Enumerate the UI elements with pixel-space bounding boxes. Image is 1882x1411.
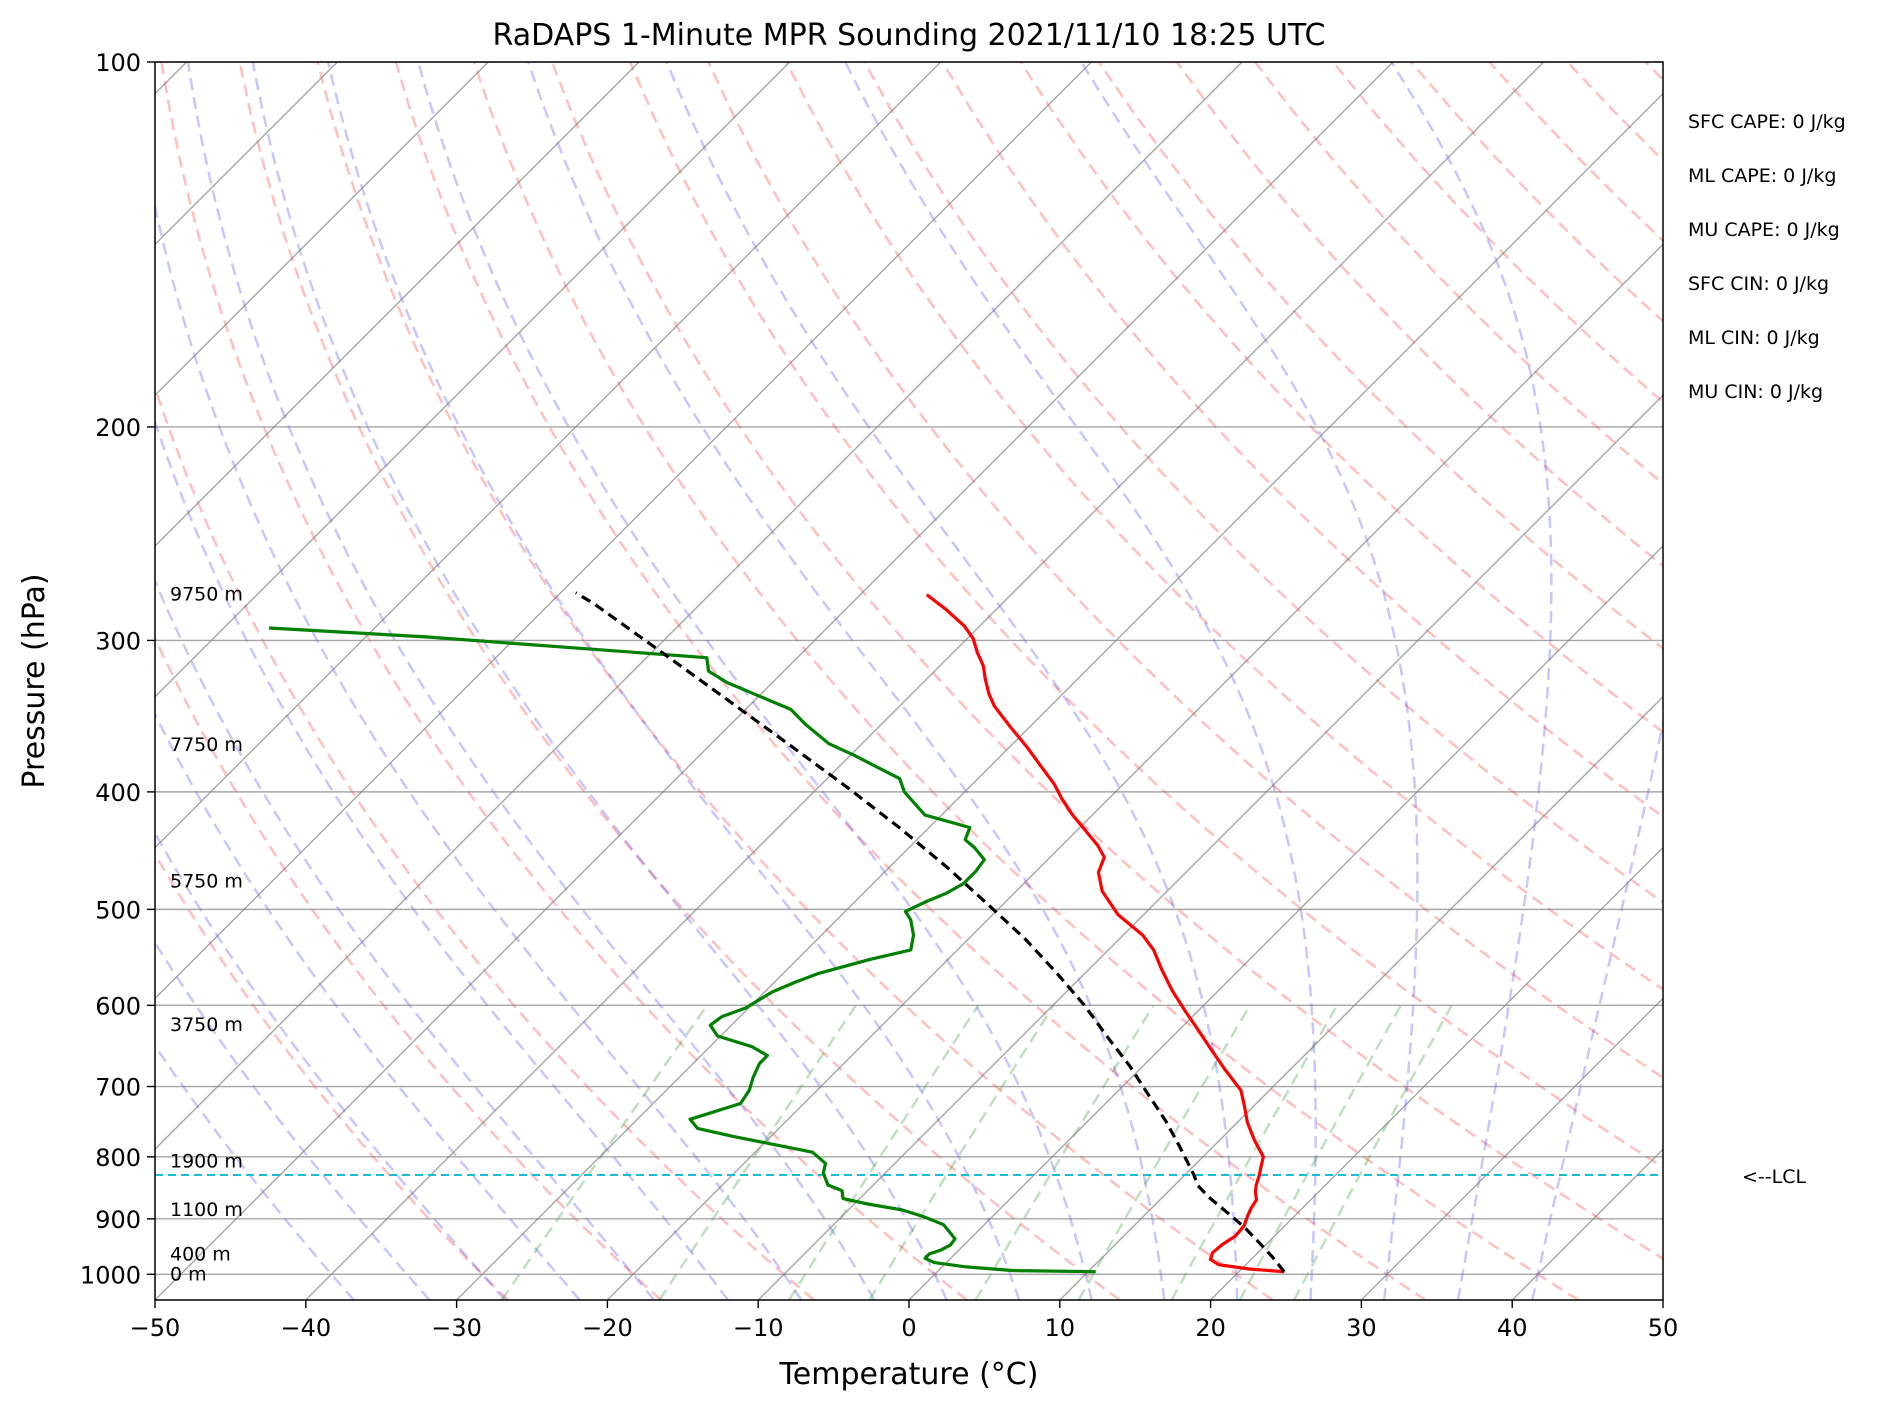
height-label: 7750 m [170, 734, 243, 756]
x-axis-label: Temperature (°C) [779, 1357, 1039, 1392]
y-tick-label: 300 [95, 627, 141, 655]
y-tick-label: 500 [95, 896, 141, 924]
y-axis-label: Pressure (hPa) [17, 573, 52, 788]
y-tick-label: 100 [95, 49, 141, 77]
height-label: 9750 m [170, 584, 243, 606]
index-text: SFC CAPE: 0 J/kg [1688, 111, 1846, 133]
y-tick-label: 1000 [80, 1261, 141, 1289]
y-tick-label: 800 [95, 1144, 141, 1172]
x-tick-label: 30 [1346, 1314, 1377, 1342]
x-tick-label: −20 [582, 1314, 633, 1342]
y-tick-label: 400 [95, 779, 141, 807]
x-tick-label: −40 [280, 1314, 331, 1342]
x-tick-label: 0 [901, 1314, 916, 1342]
index-text: SFC CIN: 0 J/kg [1688, 273, 1829, 295]
x-tick-label: −10 [733, 1314, 784, 1342]
height-label: 1900 m [170, 1150, 243, 1172]
x-tick-label: 20 [1195, 1314, 1226, 1342]
x-tick-label: 40 [1497, 1314, 1528, 1342]
chart-title: RaDAPS 1-Minute MPR Sounding 2021/11/10 … [493, 18, 1326, 53]
height-label: 3750 m [170, 1014, 243, 1036]
y-tick-label: 200 [95, 414, 141, 442]
x-tick-label: −50 [130, 1314, 181, 1342]
y-tick-label: 600 [95, 992, 141, 1020]
x-tick-label: 10 [1045, 1314, 1076, 1342]
lcl-label: <--LCL [1742, 1166, 1806, 1188]
index-text: ML CIN: 0 J/kg [1688, 327, 1820, 349]
x-tick-label: −30 [431, 1314, 482, 1342]
y-tick-label: 900 [95, 1206, 141, 1234]
height-label: 5750 m [170, 870, 243, 892]
height-label: 400 m [170, 1243, 231, 1265]
y-tick-label: 700 [95, 1074, 141, 1102]
x-tick-label: 50 [1648, 1314, 1679, 1342]
index-text: ML CAPE: 0 J/kg [1688, 165, 1836, 187]
height-label: 0 m [170, 1263, 207, 1285]
height-label: 1100 m [170, 1199, 243, 1221]
index-text: MU CAPE: 0 J/kg [1688, 219, 1840, 241]
index-text: MU CIN: 0 J/kg [1688, 381, 1823, 403]
